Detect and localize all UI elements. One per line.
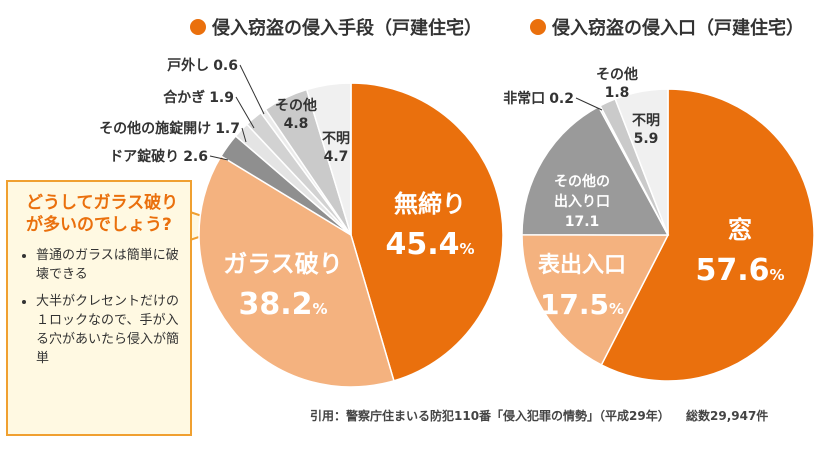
callout-list: 普通のガラスは簡単に破壊できる 大半がクレセントだけの１ロックなので、手が入る穴… xyxy=(18,246,180,368)
value-number: 1.7 xyxy=(215,121,240,137)
category-line: その他の xyxy=(554,173,610,190)
category-line: 出入り口 xyxy=(554,193,610,210)
legend-dot xyxy=(190,19,206,35)
callout-item: 普通のガラスは簡単に破壊できる xyxy=(36,246,180,284)
slice-label: 合かぎ 1.9 xyxy=(163,89,234,106)
slice-label: その他 xyxy=(596,66,638,83)
pie-slice xyxy=(600,88,815,382)
slice-label: 非常口 0.2 xyxy=(503,90,574,107)
value-number: 1.9 xyxy=(209,90,234,106)
value-label: 5.9 xyxy=(634,131,659,147)
value-number: 0.2 xyxy=(549,91,574,107)
callout-item: 大半がクレセントだけの１ロックなので、手が入る穴があいたら侵入が簡単 xyxy=(36,292,180,368)
slice-label: 表出入口 xyxy=(538,253,626,278)
pie-slice xyxy=(521,234,670,366)
slice-label: 不明 xyxy=(632,113,660,129)
value-number: 2.6 xyxy=(183,149,208,165)
callout-title: どうしてガラス破りが多いのでしょう? xyxy=(26,193,179,235)
value-unit: % xyxy=(770,266,785,284)
value-label: 1.8 xyxy=(605,85,630,101)
slice-label: 戸外し 0.6 xyxy=(167,57,238,74)
slice-label: その他の出入り口 xyxy=(554,173,610,210)
value-number: 38.2 xyxy=(238,287,312,322)
leader-line xyxy=(239,64,265,115)
leader-line xyxy=(575,97,603,111)
pie-slice xyxy=(350,82,504,382)
category: ドア錠破り xyxy=(109,148,179,165)
leader-line xyxy=(241,127,247,143)
value-label: 4.7 xyxy=(324,149,349,165)
chart-title: 侵入窃盗の侵入手段（戸建住宅） xyxy=(211,17,482,39)
category: その他の施錠開け xyxy=(99,120,211,137)
pie-slice xyxy=(614,88,669,236)
value-number: 45.4 xyxy=(385,227,459,262)
slice-label: 無締り xyxy=(394,190,466,218)
leader-line xyxy=(209,155,229,161)
slice-label: 不明 xyxy=(322,131,350,147)
value-label: 17.1 xyxy=(565,214,600,230)
callout: どうしてガラス破りが多いのでしょう? 普通のガラスは簡単に破壊できる 大半がクレ… xyxy=(6,180,192,436)
pie-slice xyxy=(305,82,352,236)
chart-title: 侵入窃盗の侵入口（戸建住宅） xyxy=(551,17,804,39)
category: 合かぎ xyxy=(163,89,205,106)
value-unit: % xyxy=(313,300,328,318)
value-number: 0.6 xyxy=(213,58,238,74)
value-label: 38.2% xyxy=(238,287,327,322)
pie-slice xyxy=(521,105,670,236)
source: 引用：警察庁住まいる防犯110番「侵入犯罪の情勢」（平成29年） xyxy=(310,408,670,423)
value-number: 17.5 xyxy=(540,288,609,321)
value-label: 57.6% xyxy=(695,253,784,288)
slice-label: ガラス破り xyxy=(223,250,343,278)
slice-label: その他 xyxy=(275,97,317,114)
value-label: 45.4% xyxy=(385,227,474,262)
leader-line xyxy=(235,96,255,129)
value-unit: % xyxy=(609,300,624,318)
category: 戸外し xyxy=(167,57,209,74)
value-number: 57.6 xyxy=(695,253,769,288)
total: 総数29,947件 xyxy=(686,408,768,423)
value-unit: % xyxy=(460,240,475,258)
category: 非常口 xyxy=(503,90,545,107)
legend-dot xyxy=(530,19,546,35)
pie-slice xyxy=(198,155,395,388)
value-label: 17.5% xyxy=(540,288,624,321)
slice-label: ドア錠破り 2.6 xyxy=(109,148,208,165)
slice-label: その他の施錠開け 1.7 xyxy=(99,120,240,137)
slice-label: 窓 xyxy=(728,216,752,244)
value-label: 4.8 xyxy=(284,116,309,132)
